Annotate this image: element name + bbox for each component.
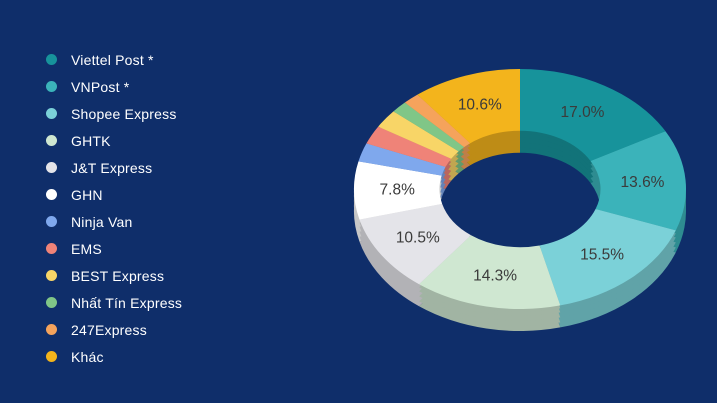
legend-item: EMS [46,235,182,262]
legend-dot-icon [46,297,57,308]
legend-item-label: Khác [71,348,104,365]
legend-item-label: Ninja Van [71,213,133,230]
legend-item: Khác [46,343,182,370]
pie-slice [378,111,459,159]
legend-item: VNPost * [46,73,182,100]
legend-dot-icon [46,351,57,362]
legend-item: BEST Express [46,262,182,289]
legend-dot-icon [46,162,57,173]
legend-item-label: VNPost * [71,78,130,95]
legend-dot-icon [46,135,57,146]
slice-percent-label: 7.8% [380,182,416,199]
legend-item: GHTK [46,127,182,154]
legend-item-label: EMS [71,240,102,257]
pie-slice [359,203,472,285]
legend-dot-icon [46,189,57,200]
slice-percent-label: 10.6% [458,97,502,114]
legend-item: 247Express [46,316,182,343]
legend-item: Nhất Tín Express [46,289,182,316]
pie-slice [366,126,452,167]
slice-percent-label: 10.5% [396,230,440,247]
legend-item: J&T Express [46,154,182,181]
legend-dot-icon [46,270,57,281]
legend-dot-icon [46,324,57,335]
slice-percent-label: 13.6% [621,174,665,191]
legend-dot-icon [46,243,57,254]
pie-slice [419,235,561,310]
legend-item: GHN [46,181,182,208]
pie-slice [590,131,687,231]
legend-item-label: Shopee Express [71,105,177,122]
legend-item-label: J&T Express [71,159,153,176]
slice-percent-label: 15.5% [580,247,624,264]
pie-slice [520,69,666,161]
slice-percent-label: 17.0% [561,104,605,121]
legend-item-label: GHN [71,186,103,203]
chart-legend: Viettel Post * VNPost * Shopee Express GHTK… [46,46,182,370]
legend-item-label: Viettel Post * [71,51,154,68]
legend-item: Shopee Express [46,100,182,127]
legend-item-label: Nhất Tín Express [71,294,183,311]
legend-item-label: BEST Express [71,267,165,284]
pie-slice [404,94,471,148]
legend-item: Ninja Van [46,208,182,235]
legend-dot-icon [46,81,57,92]
donut-top-layer [354,69,687,310]
legend-item: Viettel Post * [46,46,182,73]
legend-dot-icon [46,54,57,65]
pie-slice [417,69,520,144]
pie-slice [539,209,676,306]
slice-percent-label: 14.3% [473,268,517,285]
pie-slice [358,143,446,176]
pie-slice [354,161,443,220]
legend-dot-icon [46,216,57,227]
legend-item-label: GHTK [71,132,111,149]
pie-slice [393,102,465,152]
legend-dot-icon [46,108,57,119]
legend-item-label: 247Express [71,321,147,338]
